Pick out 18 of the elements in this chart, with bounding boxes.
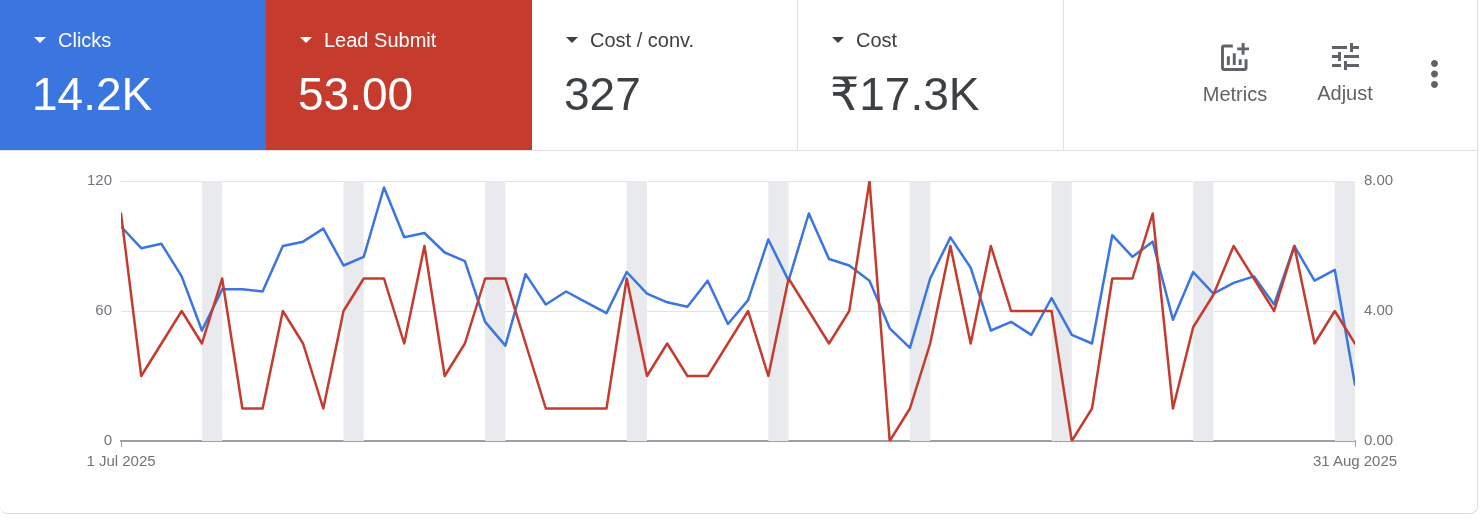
x-tick-label: 1 Jul 2025 <box>86 452 156 470</box>
text: ₹17.3K <box>830 68 980 120</box>
x-tick-label: 31 Aug 2025 <box>1312 452 1398 470</box>
text: 14.2K <box>32 68 153 120</box>
text: 53.00 <box>298 68 414 120</box>
text: Cost <box>856 29 898 51</box>
text: Lead Submit <box>324 29 437 51</box>
y2-tick-label: 0.00 <box>1364 431 1394 449</box>
y-tick-label: 60 <box>95 301 112 319</box>
text: Clicks <box>58 29 112 51</box>
text: Metrics <box>1202 83 1268 105</box>
y2-tick-label: 8.00 <box>1364 171 1394 189</box>
y-tick-label: 120 <box>86 171 112 189</box>
text: 327 <box>564 68 641 120</box>
text: Cost / conv. <box>590 29 695 51</box>
y2-tick-label: 4.00 <box>1364 301 1394 319</box>
text: Adjust <box>1317 82 1373 104</box>
y-tick-label: 0 <box>103 431 112 449</box>
